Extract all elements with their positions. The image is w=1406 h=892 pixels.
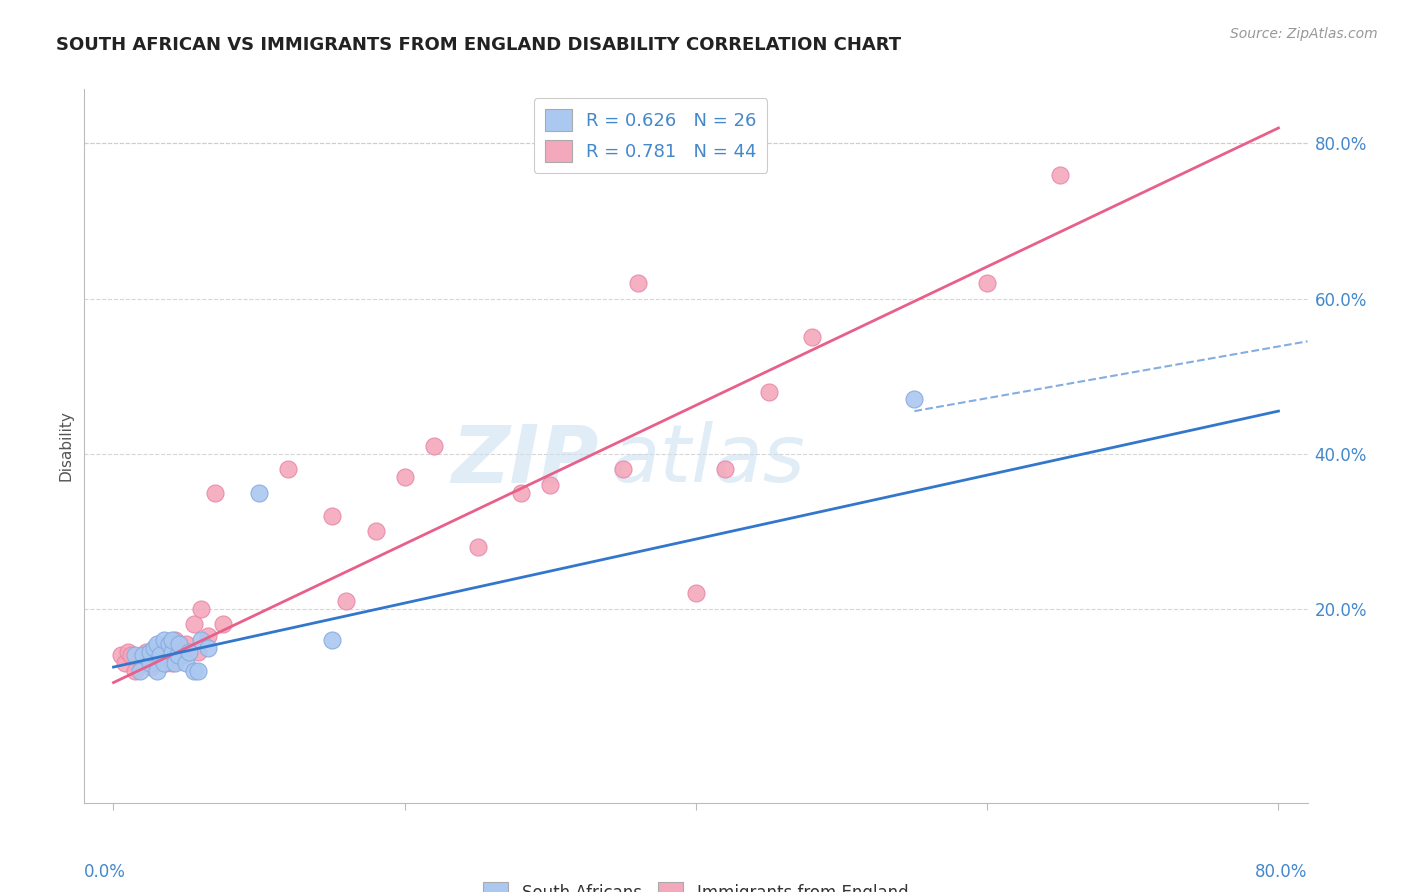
Y-axis label: Disability: Disability (58, 410, 73, 482)
Point (117, 644, 139, 658)
Point (174, 656, 197, 670)
Point (139, 648, 162, 663)
Point (167, 637, 190, 651)
Point (364, 524, 387, 539)
Point (277, 462, 299, 476)
Point (120, 648, 142, 663)
Point (538, 477, 561, 491)
Point (128, 652, 150, 666)
Point (190, 602, 212, 616)
Point (612, 462, 634, 476)
Point (131, 656, 153, 670)
Point (139, 656, 162, 670)
Point (467, 540, 489, 554)
Point (139, 644, 162, 658)
Point (903, 392, 925, 407)
Point (394, 470, 416, 484)
Point (143, 656, 166, 670)
Point (510, 485, 533, 500)
Point (110, 648, 132, 663)
Point (204, 485, 226, 500)
Text: Source: ZipAtlas.com: Source: ZipAtlas.com (1230, 27, 1378, 41)
Point (166, 648, 188, 663)
Point (714, 462, 737, 476)
Point (135, 644, 156, 658)
Point (321, 508, 343, 523)
Point (685, 586, 707, 600)
Point (149, 644, 172, 658)
Point (128, 664, 150, 678)
Point (153, 632, 176, 647)
Point (627, 276, 650, 290)
Point (157, 637, 180, 651)
Text: 80.0%: 80.0% (1256, 863, 1308, 881)
Point (179, 644, 201, 658)
Point (146, 648, 169, 663)
Point (423, 439, 446, 453)
Point (1049, 168, 1071, 182)
Point (160, 644, 183, 658)
Text: 0.0%: 0.0% (84, 863, 127, 881)
Point (124, 648, 146, 663)
Point (157, 637, 180, 651)
Text: ZIP: ZIP (451, 421, 598, 500)
Point (321, 632, 343, 647)
Point (149, 648, 172, 663)
Point (160, 656, 183, 670)
Point (124, 664, 146, 678)
Point (141, 660, 163, 674)
Point (247, 485, 270, 500)
Point (183, 617, 205, 632)
Point (163, 632, 186, 647)
Legend: South Africans, Immigrants from England: South Africans, Immigrants from England (477, 875, 915, 892)
Point (143, 640, 166, 655)
Point (801, 330, 824, 344)
Point (187, 644, 209, 658)
Text: SOUTH AFRICAN VS IMMIGRANTS FROM ENGLAND DISABILITY CORRELATION CHART: SOUTH AFRICAN VS IMMIGRANTS FROM ENGLAND… (56, 36, 901, 54)
Point (190, 632, 212, 647)
Point (155, 656, 177, 670)
Point (174, 637, 197, 651)
Point (114, 656, 136, 670)
Point (976, 276, 998, 290)
Point (153, 640, 176, 655)
Point (160, 632, 183, 647)
Point (153, 656, 176, 670)
Point (163, 656, 186, 670)
Point (197, 640, 219, 655)
Point (167, 637, 190, 651)
Text: atlas: atlas (610, 421, 806, 500)
Point (172, 648, 194, 663)
Point (187, 664, 209, 678)
Point (197, 629, 219, 643)
Point (335, 594, 357, 608)
Point (758, 384, 780, 399)
Point (211, 617, 233, 632)
Point (183, 664, 205, 678)
Point (131, 648, 153, 663)
Point (146, 664, 169, 678)
Point (146, 637, 169, 651)
